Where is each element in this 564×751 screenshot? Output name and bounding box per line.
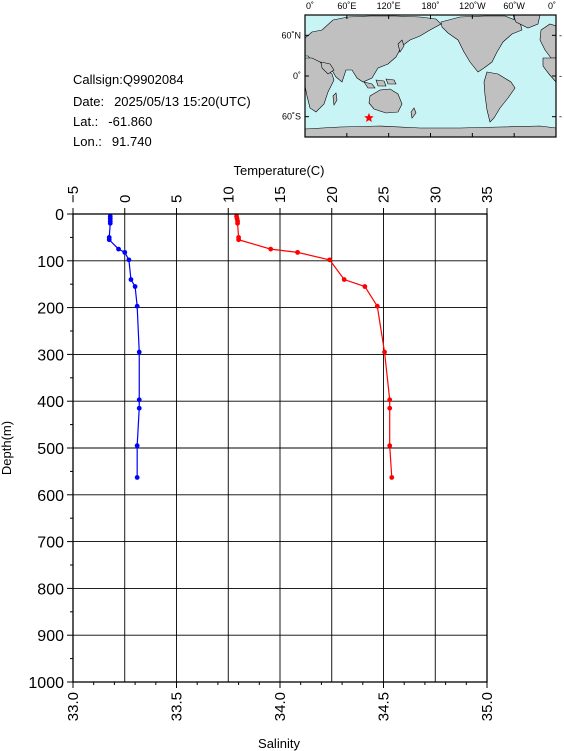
profile-chart: Temperature(C) −5 0 5 10 15 20 25 30 35 01002003… — [0, 163, 496, 751]
temperature-data-point — [387, 405, 393, 411]
depth-tick-label: 900 — [37, 628, 64, 645]
temperature-data-point — [387, 397, 393, 403]
salinity-data-point — [126, 257, 132, 263]
salinity-data-point — [136, 405, 142, 411]
temperature-data-point — [382, 349, 387, 355]
temperature-data-point — [295, 249, 300, 255]
temperature-data-point — [374, 303, 380, 309]
map-lon-label: 60˚W — [503, 1, 525, 11]
salinity-data-point — [107, 220, 113, 226]
temperature-tick-label: −5 — [65, 186, 82, 203]
depth-tick-label: 0 — [55, 207, 64, 224]
salinity-data-point — [134, 475, 140, 480]
temperature-data-point — [341, 277, 347, 282]
temperature-tick-label: 35 — [479, 186, 496, 203]
depth-tick-label: 800 — [37, 581, 64, 598]
plot-frame — [72, 213, 488, 683]
salinity-tick-label: 34.5 — [376, 692, 393, 721]
latitude-label: Lat.: — [73, 114, 99, 129]
temperature-data-point — [236, 237, 242, 243]
map-lon-label: 0˚ — [548, 1, 556, 11]
temperature-tick-label: 0 — [117, 195, 134, 203]
depth-tick-label: 200 — [37, 301, 64, 318]
temperature-tick-label: 5 — [169, 195, 186, 203]
temperature-data-point — [362, 284, 368, 289]
map-lon-label: 120˚W — [459, 1, 486, 11]
map-lat-label: 60˚N — [281, 30, 301, 40]
salinity-tick-label: 34.0 — [272, 692, 289, 721]
location-map: 0˚ 60˚E 120˚E 180˚ 120˚W 60˚W 0˚ 60˚N - 0˚ - 60˚S - — [281, 1, 562, 138]
map-lat-tick-right: - — [559, 71, 562, 81]
temperature-tick-label: 10 — [220, 186, 237, 203]
temperature-series-line — [235, 216, 393, 478]
temperature-tick-label: 15 — [272, 186, 289, 203]
salinity-tick-labels: 33.0 33.5 34.0 34.5 35.0 — [65, 692, 496, 721]
temperature-data-point — [235, 220, 240, 226]
salinity-data-point — [134, 303, 140, 309]
depth-tick-label: 700 — [37, 535, 64, 552]
map-lon-label: 120˚E — [377, 1, 401, 11]
depth-tick-label: 1000 — [28, 675, 64, 692]
star-icon — [364, 112, 374, 122]
salinity-data-point — [136, 397, 142, 403]
latitude-line: Lat.: -61.860 — [73, 114, 152, 129]
map-latitude-labels: 60˚N - 0˚ - 60˚S - — [281, 30, 562, 121]
salinity-tick-label: 35.0 — [479, 692, 496, 721]
salinity-data-point — [116, 246, 121, 252]
salinity-axis-label: Salinity — [258, 736, 300, 751]
salinity-tick-label: 33.5 — [169, 692, 186, 721]
salinity-data-point — [122, 249, 128, 255]
depth-axis-label: Depth(m) — [0, 421, 14, 475]
temperature-tick-labels: −5 0 5 10 15 20 25 30 35 — [65, 186, 496, 203]
depth-tick-label: 600 — [37, 488, 64, 505]
salinity-data-point — [106, 237, 112, 243]
map-longitude-labels: 0˚ 60˚E 120˚E 180˚ 120˚W 60˚W 0˚ — [306, 1, 556, 11]
salinity-data-point — [128, 277, 134, 282]
depth-tick-label: 100 — [37, 254, 64, 271]
map-lon-label: 60˚E — [337, 1, 356, 11]
date-value: 2025/05/13 15:20(UTC) — [114, 94, 251, 109]
temperature-tick-label: 20 — [324, 186, 341, 203]
temperature-data-point — [268, 246, 274, 252]
map-ticks — [304, 15, 557, 137]
longitude-label: Lon.: — [73, 134, 102, 149]
series-layer — [106, 213, 395, 480]
map-land — [305, 15, 556, 137]
depth-tick-label: 400 — [37, 394, 64, 411]
temperature-tick-label: 25 — [376, 186, 393, 203]
callsign-value: Q9902084 — [122, 72, 184, 87]
map-lat-label: 60˚S — [282, 112, 301, 122]
salinity-data-point — [136, 349, 142, 355]
longitude-line: Lon.: 91.740 — [73, 134, 152, 149]
temperature-data-point — [389, 475, 395, 480]
map-lat-label: 0˚ — [293, 71, 301, 81]
map-lon-label: 0˚ — [306, 1, 314, 11]
depth-tick-labels: 0 100 200 300 400 500 600 700 800 900 1000 — [28, 207, 64, 692]
temperature-axis-label: Temperature(C) — [233, 163, 324, 178]
temperature-data-point — [387, 443, 393, 449]
salinity-series-line — [108, 216, 140, 478]
callsign-line: Callsign:Q9902084 — [73, 72, 184, 87]
map-lon-label: 180˚ — [421, 1, 439, 11]
temperature-tick-label: 30 — [427, 186, 444, 203]
temperature-data-point — [327, 257, 333, 263]
latitude-value: -61.860 — [108, 114, 153, 129]
map-lat-tick-right: - — [559, 112, 562, 122]
date-line: Date: 2025/05/13 15:20(UTC) — [73, 94, 251, 109]
date-label: Date: — [73, 94, 105, 109]
longitude-value: 91.740 — [111, 134, 152, 149]
map-lat-tick-right: - — [559, 30, 562, 40]
depth-tick-label: 300 — [37, 347, 64, 364]
depth-tick-label: 500 — [37, 441, 64, 458]
salinity-data-point — [132, 284, 138, 289]
callsign-label: Callsign: — [73, 72, 123, 87]
salinity-tick-label: 33.0 — [65, 692, 82, 721]
salinity-data-point — [134, 443, 140, 449]
